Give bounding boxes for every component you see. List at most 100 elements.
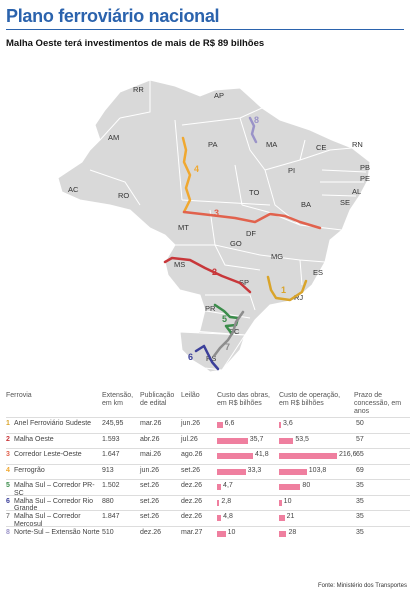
obras-value: 6,6	[224, 420, 235, 427]
obras-value: 4,8	[223, 513, 233, 520]
col-header-custo-obras: Custo das obras, em R$ bilhões	[217, 392, 270, 407]
row-number: 3	[6, 451, 10, 458]
table-row: 7 Malha Sul – Corredor Mercosul 1.847 set.2…	[6, 510, 410, 528]
extension-value: 510	[102, 528, 114, 536]
prazo-value: 57	[356, 435, 364, 443]
table-row: 5 Malha Sul – Corredor PR-SC 1.502 set.26 de…	[6, 479, 410, 497]
railway-name: Ferrogrão	[14, 466, 45, 474]
obras-bar	[217, 515, 222, 521]
table-row: 8 Norte-Sul – Extensão Norte 510 dez.26 mar.…	[6, 525, 410, 542]
prazo-value: 35	[356, 513, 364, 520]
railway-name: Norte-Sul – Extensão Norte	[14, 528, 100, 536]
state-label: RR	[133, 85, 144, 94]
source-note: Fonte: Ministério dos Transportes	[317, 583, 407, 589]
state-label: AL	[352, 187, 361, 196]
brazil-landmass	[57, 79, 371, 373]
obras-value: 4,7	[223, 482, 233, 489]
route-number-6: 6	[188, 352, 193, 362]
operacao-value: 53,5	[295, 435, 309, 443]
row-number: 6	[6, 497, 10, 505]
prazo-value: 35	[356, 528, 364, 536]
row-number: 2	[6, 435, 10, 443]
state-label: SP	[239, 278, 249, 287]
state-label: RN	[352, 140, 363, 149]
publication-date: jun.26	[140, 466, 160, 474]
route-number-labels: 1 2 3 4 5 6 7 8	[188, 115, 286, 362]
auction-date: mar.27	[181, 528, 203, 536]
obras-value: 35,7	[249, 435, 264, 443]
state-label: MA	[266, 140, 277, 149]
page-subtitle: Malha Oeste terá investimentos de mais d…	[6, 38, 265, 49]
state-label: ES	[313, 268, 323, 277]
operacao-value: 28	[288, 528, 297, 536]
auction-date: set.26	[181, 466, 201, 474]
auction-date: ago.26	[181, 451, 203, 458]
prazo-value: 35	[356, 482, 364, 489]
brazil-map: RR AP AM PA MA CE RN PB PE AL SE AC RO T…	[57, 79, 371, 373]
operacao-bar	[279, 468, 307, 475]
obras-bar	[217, 530, 226, 537]
row-number: 7	[6, 513, 10, 520]
prazo-value: 69	[356, 466, 364, 474]
state-label: MT	[178, 223, 189, 232]
route-3-line	[182, 210, 322, 230]
route-number-1: 1	[281, 285, 286, 295]
publication-date: mai.26	[140, 451, 162, 458]
publication-date: dez.26	[140, 528, 162, 536]
state-label: SE	[340, 198, 350, 207]
state-label: MS	[174, 260, 185, 269]
publication-date: abr.26	[140, 435, 160, 443]
operacao-value: 3,6	[283, 420, 293, 427]
operacao-bar	[279, 515, 285, 521]
operacao-bar	[279, 484, 301, 490]
route-7-line	[212, 310, 245, 358]
publication-date: mar.26	[140, 420, 162, 427]
auction-date: dez.26	[181, 497, 203, 505]
state-label: GO	[230, 239, 242, 248]
railway-name: Corredor Leste-Oeste	[14, 451, 82, 458]
operacao-value: 80	[302, 482, 311, 489]
state-label: PI	[288, 166, 295, 175]
col-header-prazo: Prazo de concessão, em anos	[354, 392, 402, 415]
table-row: 4 Ferrogrão 913 jun.26 set.26 33,3 103,8 69	[6, 463, 410, 480]
row-number: 5	[6, 482, 10, 489]
auction-date: jun.26	[181, 420, 201, 427]
publication-date: set.26	[140, 513, 160, 520]
state-label: AP	[214, 91, 224, 100]
state-label: CE	[316, 143, 326, 152]
state-label: SC	[229, 327, 240, 336]
obras-value: 2,8	[221, 497, 232, 505]
operacao-value: 103,8	[308, 466, 327, 474]
operacao-value: 10	[283, 497, 292, 505]
operacao-bar	[279, 530, 287, 537]
operacao-bar	[279, 499, 282, 506]
obras-bar	[217, 453, 253, 459]
state-label: PA	[208, 140, 217, 149]
col-header-publicacao: Publicação de edital	[140, 392, 175, 407]
operacao-bar	[279, 422, 281, 428]
operacao-bar	[279, 437, 294, 444]
route-2-line	[163, 256, 252, 294]
route-number-5: 5	[222, 314, 227, 324]
obras-bar	[217, 422, 223, 428]
obras-bar	[217, 468, 246, 475]
extension-value: 245,95	[102, 420, 124, 427]
state-label: BA	[301, 200, 311, 209]
auction-date: dez.26	[181, 482, 203, 489]
rs-region	[179, 331, 246, 371]
auction-date: jul.26	[181, 435, 198, 443]
obras-bar	[217, 437, 248, 444]
state-label: RJ	[294, 293, 303, 302]
col-header-extensao: Extensão, em km	[102, 392, 134, 407]
extension-value: 1.502	[102, 482, 120, 489]
state-labels: RR AP AM PA MA CE RN PB PE AL SE AC RO T…	[68, 85, 370, 363]
state-label: AC	[68, 185, 79, 194]
route-number-2: 2	[212, 267, 217, 277]
route-6-line	[194, 344, 220, 371]
extension-value: 880	[102, 497, 114, 505]
route-number-3: 3	[214, 208, 219, 218]
obras-bar	[217, 484, 222, 490]
table-row: 2 Malha Oeste 1.593 abr.26 jul.26 35,7 53,5 57	[6, 432, 410, 449]
page-title: Plano ferroviário nacional	[6, 6, 220, 26]
row-number: 1	[6, 420, 10, 427]
